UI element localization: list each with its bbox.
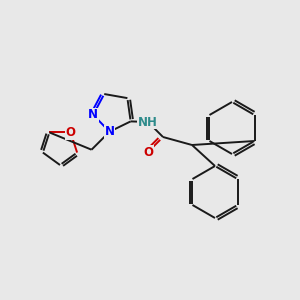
Text: O: O — [143, 146, 153, 158]
Text: NH: NH — [138, 116, 158, 128]
Text: N: N — [88, 108, 98, 121]
Text: O: O — [66, 126, 76, 139]
Text: N: N — [104, 125, 115, 138]
